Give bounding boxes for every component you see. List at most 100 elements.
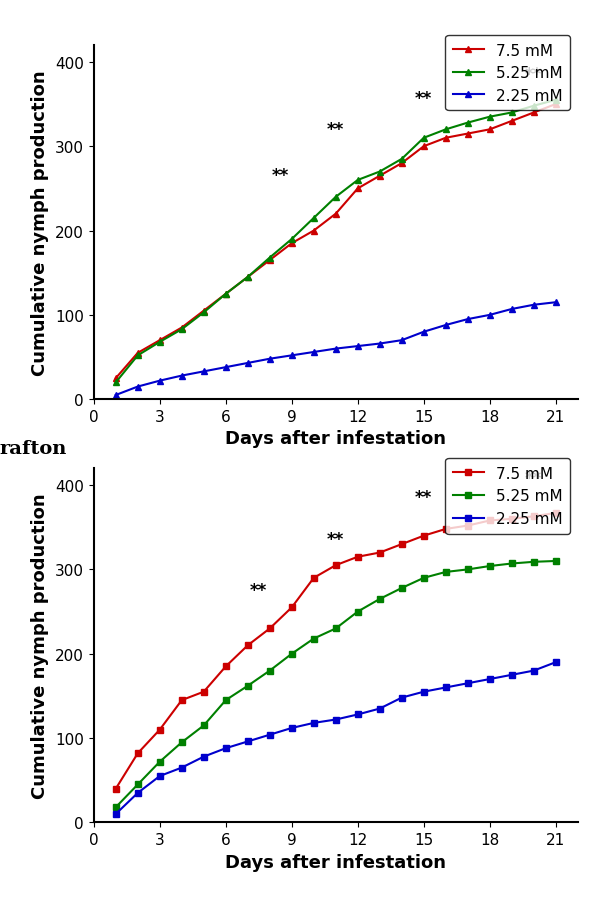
X-axis label: Days after infestation: Days after infestation — [225, 853, 446, 870]
7.5 mM — [486, 125, 494, 136]
7.5 mM — [464, 129, 471, 140]
5.25 mM — [552, 556, 560, 567]
2.25 mM — [332, 344, 339, 355]
2.25 mM — [288, 350, 295, 361]
Line: 2.25 mM: 2.25 mM — [113, 659, 559, 818]
2.25 mM — [376, 339, 384, 350]
7.5 mM — [508, 514, 515, 525]
7.5 mM — [376, 548, 384, 559]
2.25 mM — [354, 709, 361, 720]
7.5 mM — [486, 516, 494, 527]
5.25 mM — [178, 737, 185, 748]
7.5 mM — [442, 524, 450, 535]
5.25 mM — [354, 607, 361, 618]
5.25 mM — [288, 649, 295, 660]
Line: 5.25 mM: 5.25 mM — [113, 558, 559, 811]
2.25 mM — [200, 751, 208, 762]
2.25 mM — [442, 682, 450, 693]
Line: 7.5 mM: 7.5 mM — [113, 101, 559, 382]
2.25 mM — [178, 762, 185, 773]
2.25 mM — [288, 722, 295, 733]
2.25 mM — [178, 370, 185, 381]
5.25 mM — [376, 167, 384, 178]
5.25 mM — [332, 623, 339, 634]
5.25 mM — [486, 112, 494, 123]
Legend: 7.5 mM, 5.25 mM, 2.25 mM: 7.5 mM, 5.25 mM, 2.25 mM — [445, 36, 570, 111]
Line: 5.25 mM: 5.25 mM — [113, 97, 559, 386]
7.5 mM — [222, 289, 229, 300]
7.5 mM — [398, 158, 405, 169]
5.25 mM — [134, 779, 142, 790]
7.5 mM — [552, 99, 560, 110]
2.25 mM — [464, 678, 471, 689]
Line: 2.25 mM: 2.25 mM — [113, 300, 559, 399]
2.25 mM — [354, 341, 361, 352]
2.25 mM — [398, 335, 405, 346]
2.25 mM — [156, 376, 163, 387]
2.25 mM — [222, 362, 229, 373]
5.25 mM — [464, 564, 471, 575]
5.25 mM — [310, 633, 318, 644]
5.25 mM — [442, 567, 450, 578]
2.25 mM — [134, 381, 142, 392]
2.25 mM — [420, 686, 427, 698]
Line: 7.5 mM: 7.5 mM — [113, 510, 559, 792]
2.25 mM — [464, 314, 471, 325]
Text: **: ** — [525, 470, 543, 487]
5.25 mM — [222, 695, 229, 706]
2.25 mM — [156, 771, 163, 782]
5.25 mM — [442, 125, 450, 136]
5.25 mM — [200, 720, 208, 732]
2.25 mM — [310, 347, 318, 358]
2.25 mM — [332, 714, 339, 725]
2.25 mM — [420, 327, 427, 338]
5.25 mM — [376, 594, 384, 605]
7.5 mM — [112, 783, 119, 794]
7.5 mM — [134, 348, 142, 359]
2.25 mM — [530, 665, 537, 676]
2.25 mM — [134, 788, 142, 799]
5.25 mM — [134, 350, 142, 361]
7.5 mM — [288, 602, 295, 613]
2.25 mM — [486, 674, 494, 685]
7.5 mM — [156, 335, 163, 346]
2.25 mM — [112, 809, 119, 820]
7.5 mM — [266, 623, 273, 634]
7.5 mM — [354, 184, 361, 195]
7.5 mM — [420, 530, 427, 541]
Text: **: ** — [327, 531, 344, 549]
2.25 mM — [508, 670, 515, 681]
5.25 mM — [508, 559, 515, 570]
5.25 mM — [112, 378, 119, 389]
2.25 mM — [442, 320, 450, 331]
7.5 mM — [244, 272, 252, 283]
2.25 mM — [112, 390, 119, 401]
7.5 mM — [376, 171, 384, 182]
2.25 mM — [200, 367, 208, 378]
7.5 mM — [244, 640, 252, 651]
5.25 mM — [420, 573, 427, 584]
7.5 mM — [464, 520, 471, 531]
Text: rafton: rafton — [0, 439, 67, 458]
7.5 mM — [266, 255, 273, 267]
2.25 mM — [376, 703, 384, 714]
2.25 mM — [530, 300, 537, 311]
7.5 mM — [200, 306, 208, 317]
2.25 mM — [266, 354, 273, 365]
5.25 mM — [398, 154, 405, 165]
7.5 mM — [552, 508, 560, 519]
5.25 mM — [178, 324, 185, 335]
7.5 mM — [332, 560, 339, 571]
2.25 mM — [552, 298, 560, 309]
5.25 mM — [552, 96, 560, 107]
5.25 mM — [156, 756, 163, 767]
7.5 mM — [398, 539, 405, 550]
7.5 mM — [134, 748, 142, 759]
5.25 mM — [266, 253, 273, 264]
7.5 mM — [530, 511, 537, 522]
Text: **: ** — [415, 89, 433, 108]
7.5 mM — [420, 142, 427, 153]
5.25 mM — [310, 213, 318, 224]
7.5 mM — [178, 695, 185, 706]
7.5 mM — [530, 108, 537, 119]
